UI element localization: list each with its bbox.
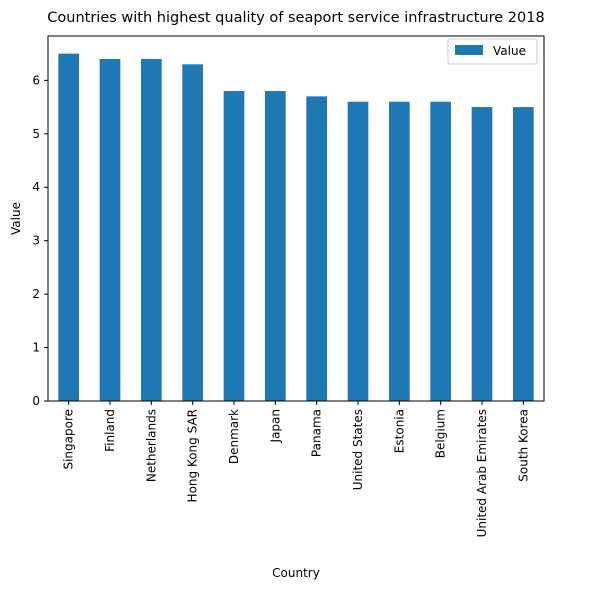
y-tick-label: 4	[32, 180, 40, 194]
x-tick-label: Estonia	[392, 409, 406, 453]
bar-estonia	[389, 101, 410, 402]
x-tick-label: Belgium	[434, 409, 448, 458]
y-axis: 0 1 2 3 4 5 6	[32, 73, 48, 408]
bar-singapore	[58, 53, 79, 401]
y-tick-label: 6	[32, 73, 40, 87]
bars-group	[58, 53, 534, 402]
x-tick-label: Finland	[103, 409, 117, 452]
legend-entry-value: Value	[493, 44, 526, 58]
bar-united-states	[347, 101, 369, 402]
bar-south-korea	[513, 107, 534, 401]
legend-swatch	[455, 45, 483, 55]
bar-denmark	[223, 91, 245, 402]
y-tick-label: 2	[32, 287, 40, 301]
x-tick-label: South Korea	[516, 409, 530, 482]
x-tick-label: United Arab Emirates	[475, 409, 489, 537]
x-tick-label: United States	[351, 409, 365, 490]
y-tick-label: 1	[32, 341, 40, 355]
bar-hong-kong-sar	[182, 64, 203, 401]
y-tick-label: 0	[32, 394, 40, 408]
x-axis-label: Country	[272, 566, 320, 580]
bar-netherlands	[141, 58, 162, 402]
y-axis-label: Value	[9, 202, 23, 235]
x-tick-label: Hong Kong SAR	[186, 409, 200, 502]
x-tick-label: Singapore	[62, 409, 76, 470]
bar-panama	[306, 96, 327, 401]
plot-frame	[47, 35, 545, 402]
x-tick-label: Netherlands	[144, 409, 158, 482]
bar-belgium	[430, 101, 451, 402]
y-tick-label: 5	[32, 127, 40, 141]
x-tick-label: Panama	[310, 409, 324, 457]
x-tick-label: Denmark	[227, 409, 241, 464]
x-tick-label: Japan	[268, 409, 282, 443]
bar-finland	[99, 58, 121, 402]
bar-united-arab-emirates	[471, 107, 493, 401]
x-axis: Singapore Finland Netherlands Hong Kong SAR…	[62, 401, 530, 537]
chart-title: Countries with highest quality of seapor…	[47, 10, 544, 26]
y-tick-label: 3	[32, 234, 40, 248]
legend: Value	[447, 38, 538, 65]
bar-japan	[265, 91, 286, 402]
